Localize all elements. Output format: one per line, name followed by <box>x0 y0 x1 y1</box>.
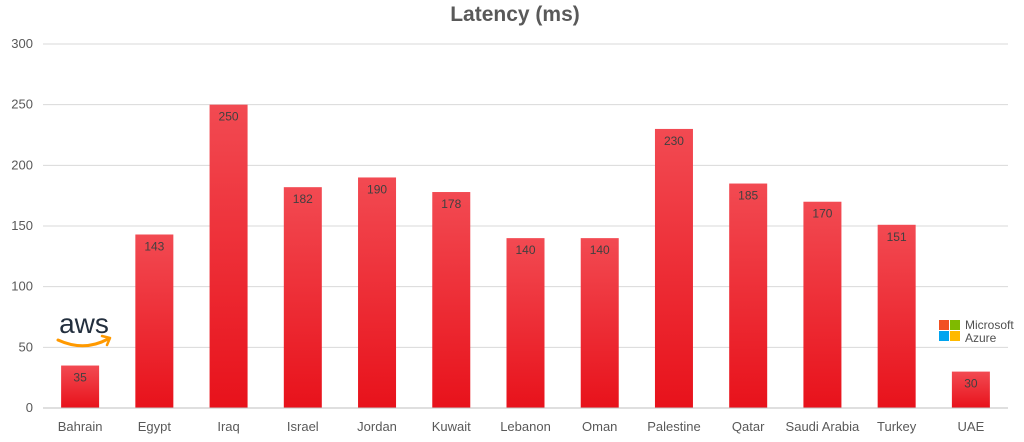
x-category-label: Israel <box>287 419 319 434</box>
aws-logo-text: aws <box>59 308 109 339</box>
azure-logo-line1: Microsoft <box>965 318 1014 332</box>
x-category-label: Oman <box>582 419 617 434</box>
chart-title: Latency (ms) <box>450 3 580 26</box>
x-category-label: Turkey <box>877 419 917 434</box>
y-tick-label: 150 <box>11 218 33 233</box>
bar-value-label: 190 <box>367 182 387 196</box>
microsoft-azure-logo: Microsoft Azure <box>939 318 1014 345</box>
bar-oman <box>580 238 619 408</box>
x-category-label: UAE <box>958 419 985 434</box>
bar-value-label: 170 <box>812 207 832 221</box>
x-category-label: Qatar <box>732 419 765 434</box>
azure-logo-line2: Azure <box>965 331 997 345</box>
bar-jordan <box>358 177 397 408</box>
bar-value-label: 250 <box>219 110 239 124</box>
bar-israel <box>283 187 322 408</box>
gridlines <box>43 43 1008 348</box>
bar-qatar <box>729 183 768 408</box>
bar-value-label: 178 <box>441 197 461 211</box>
bar-kuwait <box>432 192 471 408</box>
x-category-label: Egypt <box>138 419 172 434</box>
bar-value-label: 140 <box>515 243 535 257</box>
aws-arrow-icon <box>100 334 112 347</box>
bar-palestine <box>654 128 693 408</box>
x-axis-categories: Bahrain Egypt Iraq Israel Jordan Kuwait Lebano… <box>58 419 985 434</box>
bar-saudi-arabia <box>803 201 842 408</box>
microsoft-squares-icon <box>939 320 960 341</box>
bar-turkey <box>877 224 916 408</box>
bar-bahrain <box>61 365 100 408</box>
x-category-label: Palestine <box>647 419 700 434</box>
y-tick-label: 50 <box>19 339 33 354</box>
y-tick-label: 300 <box>11 36 33 51</box>
y-tick-label: 100 <box>11 279 33 294</box>
aws-logo: aws <box>56 308 112 348</box>
bar-value-label: 182 <box>293 192 313 206</box>
bar-value-label: 140 <box>590 243 610 257</box>
x-category-label: Saudi Arabia <box>786 419 860 434</box>
x-category-label: Bahrain <box>58 419 103 434</box>
aws-smile-icon <box>56 337 110 348</box>
bar-value-label: 143 <box>144 239 164 253</box>
x-category-label: Lebanon <box>500 419 551 434</box>
bar-value-label: 151 <box>887 230 907 244</box>
bar-uae <box>951 371 990 408</box>
bars <box>61 104 990 409</box>
x-category-label: Kuwait <box>432 419 471 434</box>
x-category-label: Iraq <box>217 419 239 434</box>
y-tick-label: 200 <box>11 157 33 172</box>
bar-value-label: 230 <box>664 134 684 148</box>
bar-value-label: 35 <box>73 371 87 385</box>
bar-value-label: 30 <box>964 377 978 391</box>
y-tick-label: 0 <box>26 400 33 415</box>
bar-egypt <box>135 234 174 408</box>
y-axis-ticks: 0 50 100 150 200 250 300 <box>11 36 33 415</box>
bar-iraq <box>209 104 248 409</box>
bar-value-labels: 35 143 250 182 190 178 140 140 230 185 170 151 30 <box>73 110 977 391</box>
bar-lebanon <box>506 238 545 408</box>
y-tick-label: 250 <box>11 97 33 112</box>
bar-value-label: 185 <box>738 189 758 203</box>
x-category-label: Jordan <box>357 419 397 434</box>
